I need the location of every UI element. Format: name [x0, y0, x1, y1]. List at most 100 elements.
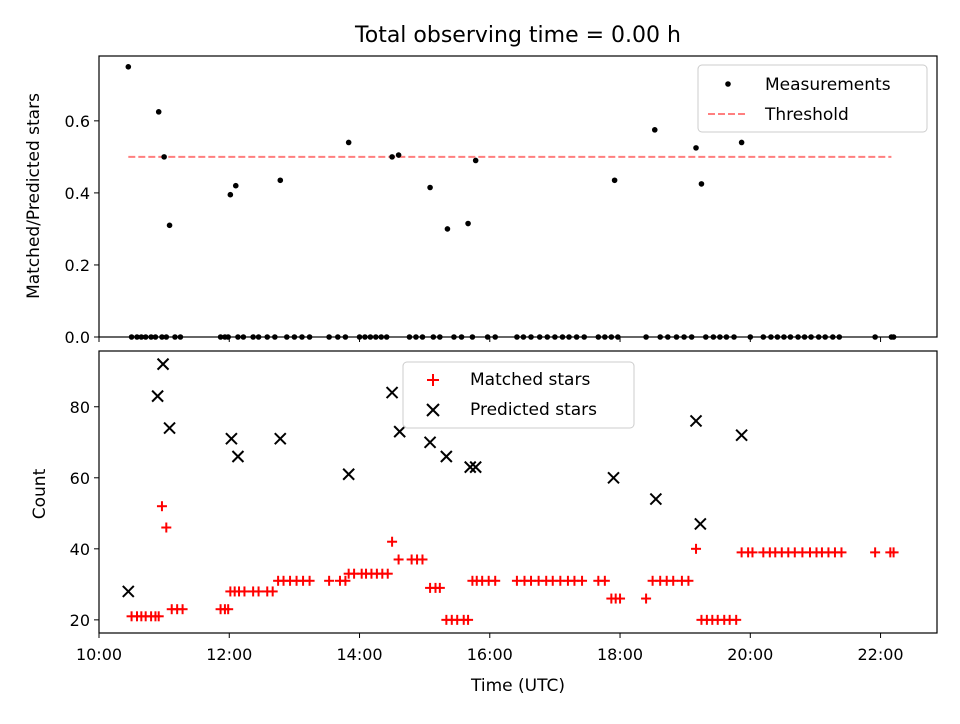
measurement-point [693, 145, 699, 151]
bottom-y-tick-label: 40 [70, 540, 90, 559]
matched-star-point [434, 582, 445, 593]
measurement-point [227, 191, 234, 198]
measurement-point [444, 226, 451, 232]
predicted-star-point [694, 517, 707, 531]
predicted-star-point [440, 450, 453, 463]
measurement-point [651, 127, 658, 133]
measurement-point [345, 139, 352, 146]
top-y-axis-label: Matched/Predicted stars [24, 93, 44, 299]
chart-title: Total observing time = 0.00 h [354, 23, 681, 48]
predicted-star-point [469, 460, 482, 474]
matched-star-point [223, 604, 234, 615]
x-tick-label: 22:00 [857, 645, 903, 664]
measurement-point [125, 64, 132, 70]
matched-star-point [683, 575, 694, 586]
measurement-point [427, 184, 433, 191]
top-legend: Measurements Threshold [697, 64, 928, 133]
matched-star-point [599, 575, 610, 586]
matched-star-point [641, 593, 652, 604]
top-y-tick-label: 0.2 [65, 256, 90, 275]
matched-star-point [153, 611, 164, 622]
measurement-point [161, 154, 167, 160]
matched-star-point [747, 547, 758, 558]
measurement-point [232, 182, 239, 189]
predicted-star-point [151, 389, 164, 403]
matched-star-point [577, 575, 588, 586]
x-tick-label: 10:00 [76, 645, 122, 664]
matched-star-point [387, 536, 398, 547]
x-axis-label: Time (UTC) [470, 676, 565, 696]
matched-star-point [870, 547, 881, 558]
legend-measurements-marker [725, 81, 731, 87]
bottom-y-tick-label: 60 [70, 469, 90, 488]
legend-measurements-label: Measurements [765, 75, 891, 95]
predicted-star-point [393, 425, 406, 438]
measurement-point [472, 157, 479, 164]
measurement-point [698, 181, 705, 187]
legend-matched-marker [427, 374, 439, 386]
matched-star-point [888, 547, 899, 558]
matched-star-point [340, 575, 351, 586]
top-panel: Total observing time = 0.00 h 0.0 0.2 0.4 0… [24, 23, 938, 347]
x-tick-label: 12:00 [206, 645, 252, 664]
bottom-legend: Matched stars Predicted stars [402, 361, 635, 429]
matched-star-point [239, 586, 250, 597]
top-y-tick-label: 0.0 [65, 328, 90, 347]
matched-star-point [324, 575, 335, 586]
predicted-star-point [649, 492, 663, 506]
predicted-star-point [464, 460, 477, 474]
legend-predicted-marker [426, 403, 440, 417]
bottom-y-tick-label: 20 [70, 611, 90, 630]
predicted-star-point [274, 432, 287, 445]
predicted-star-point [122, 585, 135, 598]
top-y-tick-label: 0.4 [65, 184, 90, 203]
top-plot-frame [98, 55, 938, 338]
matched-star-point [668, 575, 679, 586]
matched-star-point [836, 547, 847, 558]
matched-star-point [177, 604, 188, 615]
measurement-point [738, 139, 745, 146]
predicted-star-point [607, 471, 620, 485]
x-tick-label: 18:00 [597, 645, 643, 664]
predicted-star-point [385, 386, 399, 399]
predicted-star-point [156, 357, 170, 371]
measurement-point [465, 220, 471, 227]
bottom-panel: 20 40 60 80 10:00 12:00 14:00 16:00 18:00 20:00 22… [30, 350, 938, 696]
matched-star-point [253, 586, 264, 597]
measurement-point [389, 154, 395, 160]
matched-star-point [490, 575, 501, 586]
matched-star-point [615, 593, 626, 604]
x-tick-label: 14:00 [336, 645, 382, 664]
measurement-point [395, 152, 402, 158]
predicted-star-point [225, 432, 238, 445]
measurement-point [277, 177, 284, 184]
matched-star-point [382, 568, 393, 579]
measurement-point [611, 177, 618, 184]
x-tick-label: 20:00 [727, 645, 773, 664]
bottom-y-axis-label: Count [30, 468, 50, 519]
legend-predicted-label: Predicted stars [470, 400, 597, 420]
x-tick-label: 16:00 [467, 645, 513, 664]
measurement-point [166, 222, 173, 229]
matched-star-point [691, 543, 702, 554]
matched-star-point [161, 522, 172, 533]
legend-matched-label: Matched stars [470, 370, 590, 390]
legend-threshold-label: Threshold [764, 105, 849, 125]
bottom-y-tick-label: 80 [70, 398, 90, 417]
predicted-star-point [689, 414, 703, 428]
matched-star-point [731, 614, 742, 625]
top-y-tick-label: 0.6 [65, 112, 90, 131]
predicted-star-point [231, 450, 245, 463]
measurement-point [155, 109, 162, 115]
matched-star-point [417, 554, 428, 565]
matched-star-point [304, 575, 315, 586]
matched-star-point [156, 501, 167, 512]
matched-star-point [393, 554, 404, 565]
bottom-plot-frame [98, 350, 938, 634]
predicted-star-point [342, 468, 355, 481]
predicted-star-point [735, 428, 748, 442]
matched-star-point [463, 614, 474, 625]
predicted-star-point [163, 421, 176, 435]
predicted-star-point [423, 436, 437, 449]
